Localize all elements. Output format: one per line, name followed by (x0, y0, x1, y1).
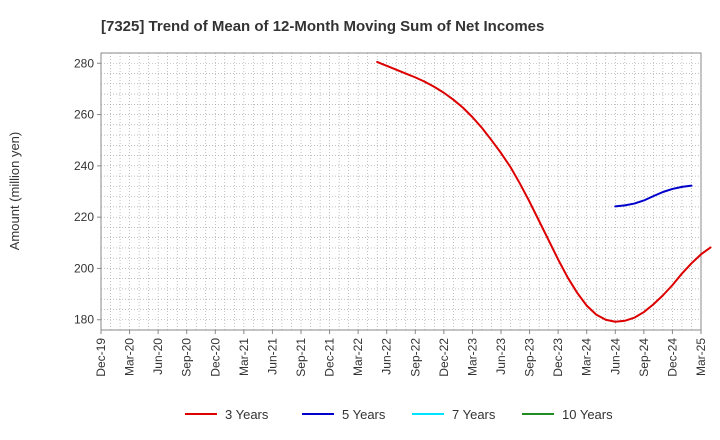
legend-item: 5 Years (302, 407, 386, 422)
y-tick-label: 240 (74, 159, 94, 173)
x-tick-label: Jun-23 (494, 338, 508, 375)
x-tick-label: Mar-23 (465, 338, 479, 376)
legend-label: 3 Years (225, 407, 269, 422)
x-tick-label: Jun-20 (151, 338, 165, 375)
x-tick-label: Dec-24 (665, 338, 679, 377)
y-tick-label: 260 (74, 108, 94, 122)
x-tick-label: Mar-24 (580, 338, 594, 376)
plot-area (100, 52, 702, 331)
y-tick-label: 180 (74, 313, 94, 327)
legend-label: 10 Years (562, 407, 613, 422)
x-tick-label: Sep-24 (637, 338, 651, 377)
series-lines (376, 60, 712, 323)
x-tick-label: Jun-21 (265, 338, 279, 375)
x-axis-ticks: Dec-19 Mar-20 Jun-20 Sep-20 Dec-20 Mar-21 Jun-… (94, 330, 708, 377)
y-tick-label: 200 (74, 261, 94, 275)
legend-label: 7 Years (452, 407, 496, 422)
grid (100, 52, 702, 331)
legend-item: 7 Years (412, 407, 496, 422)
x-tick-label: Jun-24 (608, 338, 622, 375)
legend-item: 10 Years (522, 407, 613, 422)
x-tick-label: Dec-19 (94, 338, 108, 377)
x-tick-label: Mar-21 (237, 338, 251, 376)
x-tick-label: Jun-22 (380, 338, 394, 375)
y-axis-label: Amount (million yen) (7, 132, 22, 251)
legend: 3 Years 5 Years 7 Years 10 Years (185, 407, 613, 422)
x-tick-label: Sep-22 (408, 338, 422, 377)
y-tick-label: 280 (74, 56, 94, 70)
x-tick-label: Mar-25 (694, 338, 708, 376)
chart-title: [7325] Trend of Mean of 12-Month Moving … (101, 18, 544, 35)
y-tick-label: 220 (74, 210, 94, 224)
legend-item: 3 Years (185, 407, 269, 422)
y-axis-ticks: 180 200 220 240 260 280 (74, 56, 101, 327)
series-line (614, 184, 693, 208)
x-tick-label: Mar-20 (123, 338, 137, 376)
series-line (376, 60, 712, 323)
x-tick-label: Sep-23 (523, 338, 537, 377)
x-tick-label: Dec-20 (208, 338, 222, 377)
x-tick-label: Sep-21 (294, 338, 308, 377)
x-tick-label: Sep-20 (180, 338, 194, 377)
x-tick-label: Dec-21 (323, 338, 337, 377)
x-tick-label: Dec-22 (437, 338, 451, 377)
legend-label: 5 Years (342, 407, 386, 422)
x-tick-label: Mar-22 (351, 338, 365, 376)
x-tick-label: Dec-23 (551, 338, 565, 377)
